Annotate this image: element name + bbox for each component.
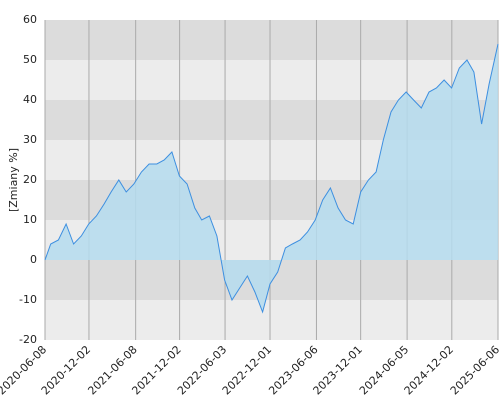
grid-band: [45, 20, 498, 60]
y-tick-label: -20: [19, 333, 37, 346]
y-axis-label: [Zmiany %]: [7, 148, 20, 212]
y-tick-label: 30: [23, 133, 37, 146]
grid-band: [45, 300, 498, 340]
y-tick-label: 10: [23, 213, 37, 226]
y-tick-label: 50: [23, 53, 37, 66]
y-tick-label: -10: [19, 293, 37, 306]
y-tick-label: 20: [23, 173, 37, 186]
line: [44, 43, 499, 314]
y-tick-label: 0: [30, 253, 37, 266]
area: [45, 44, 498, 312]
x-tick-label: 2025-06-06: [448, 343, 500, 397]
y-tick-label: 60: [23, 13, 37, 26]
grid-band: [45, 60, 498, 100]
y-tick-label: 40: [23, 93, 37, 106]
